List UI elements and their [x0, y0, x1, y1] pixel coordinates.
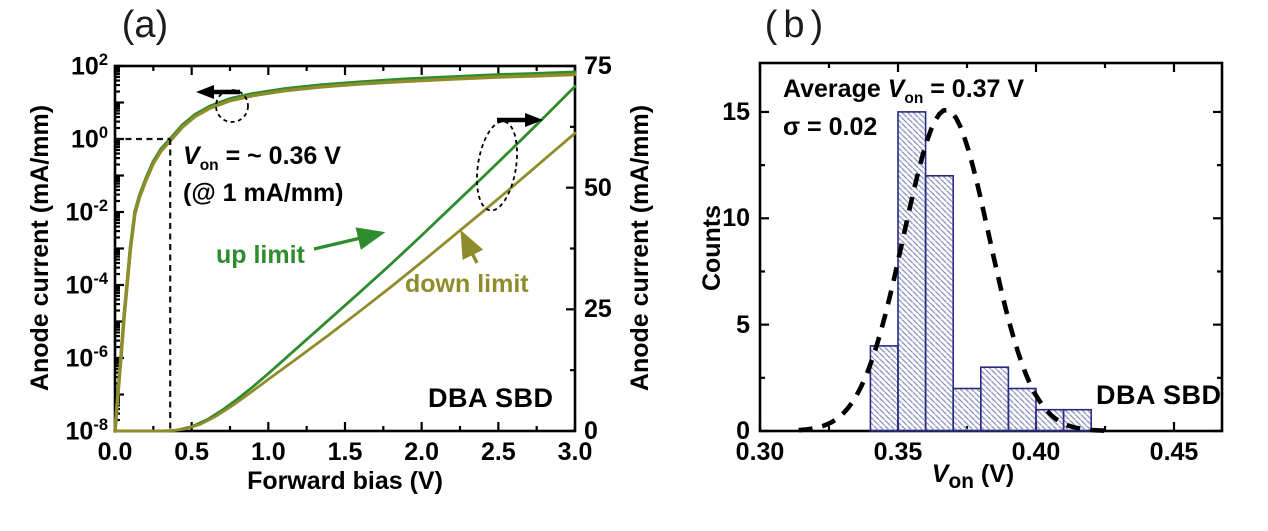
panel-b-histogram [869, 111, 1092, 432]
panel-a-ylabel-right: Anode current (mA/mm) [625, 104, 654, 392]
panel-a-ylabel-left: Anode current (mA/mm) [25, 104, 54, 392]
down-limit-arrow [460, 229, 484, 264]
panel-b-title: (b) [764, 4, 830, 47]
average-annotation: Average Von = 0.37 V [783, 76, 1024, 107]
von-axis-subscript: on [948, 470, 974, 494]
panel-a-axes [113, 64, 577, 433]
gaussian-fit-curve [798, 107, 1106, 433]
panel-a-xlabel: Forward bias (V) [247, 466, 443, 495]
panel-b-gaussian-fit [798, 107, 1106, 433]
left-axis-indicator [196, 85, 249, 123]
panel-b-ylabel: Counts [697, 204, 726, 292]
right-axis-indicator-ellipse [476, 120, 518, 212]
von-annotation: Von = ~ 0.36 V [183, 143, 341, 174]
histogram-bar [1007, 387, 1037, 432]
panel-a-device-label: DBA SBD [428, 383, 554, 413]
down-limitcurve [113, 131, 577, 433]
von-axis-unit: (V) [973, 460, 1015, 489]
histogram-bar [869, 345, 899, 432]
panel-b-device-label: DBA SBD [1096, 380, 1222, 410]
panel-a-title: (a) [121, 4, 169, 47]
von-symbol: V [183, 142, 200, 170]
sigma-annotation: σ = 0.02 [783, 113, 878, 141]
average-von-symbol: V [887, 75, 905, 103]
left-axis-indicator-ellipse [215, 89, 249, 123]
panel-a-von-marker [115, 137, 172, 431]
von-subscript: on [199, 157, 219, 174]
down-limit-label: down limit [405, 270, 529, 298]
histogram-bar [979, 366, 1010, 432]
panel-a-curves [113, 70, 577, 433]
down-limit-log-axis-curve [113, 72, 577, 433]
histogram-bar [924, 175, 954, 432]
average-von-subscript: on [904, 90, 924, 107]
up-limitcurve [113, 85, 577, 433]
average-value: = 0.37 V [923, 75, 1025, 103]
panel-b-xlabel: Von (V) [932, 461, 1014, 493]
histogram-bar [897, 111, 927, 432]
von-condition: (@ 1 mA/mm) [183, 179, 344, 207]
panel-b-axes [758, 61, 1224, 433]
right-axis-indicator [476, 113, 543, 212]
up-limit-label: up limit [216, 241, 305, 269]
up-limit-arrow [313, 227, 386, 251]
left-arrow-head-icon [196, 85, 214, 99]
right-arrow-head-icon [525, 113, 543, 127]
von-value: = ~ 0.36 V [218, 142, 341, 170]
average-prefix: Average [783, 75, 888, 103]
histogram-bar [952, 387, 982, 432]
von-axis-symbol: V [931, 460, 949, 489]
